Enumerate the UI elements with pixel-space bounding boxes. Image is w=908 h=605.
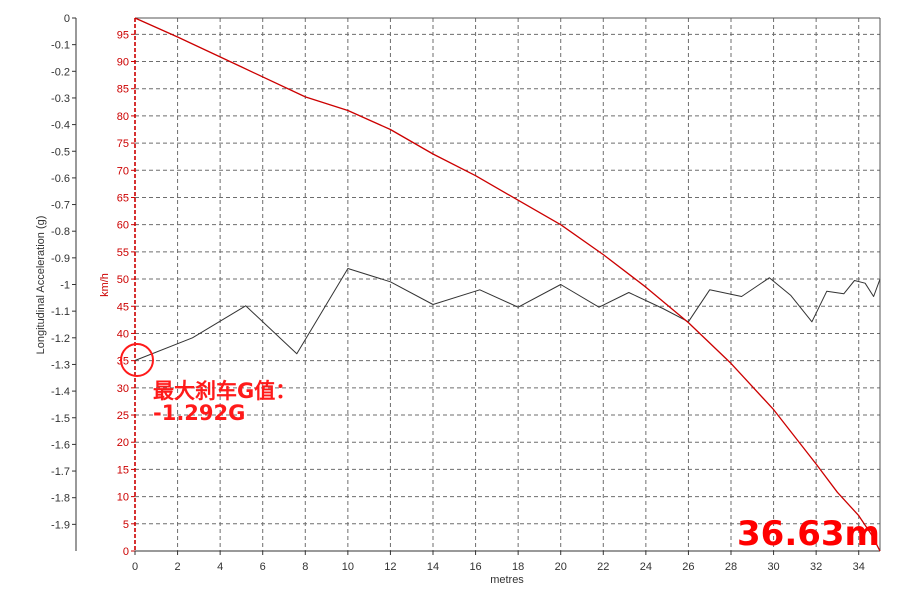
acceleration-tick-label: -0.7 bbox=[51, 200, 70, 212]
distance-axis: 0 2 4 6 8 10 12 14 16 18 20 22 24 26 28 30 32 34 bbox=[132, 551, 865, 573]
speed-tick-label: 10 bbox=[117, 492, 129, 504]
acceleration-tick-label: -0.1 bbox=[51, 40, 70, 52]
speed-tick-label: 35 bbox=[117, 356, 129, 368]
acceleration-tick-label: -1.8 bbox=[51, 493, 70, 505]
acceleration-axis: 0 -0.1 -0.2 -0.3 -0.4 -0.5 -0.6 -0.7 -0.8 -0.9 -1 -… bbox=[51, 13, 77, 551]
max-brake-label: 最大刹车G值： bbox=[153, 379, 296, 403]
distance-tick-label: 22 bbox=[597, 561, 609, 573]
speed-tick-label: 80 bbox=[117, 111, 129, 123]
acceleration-tick-label: -0.5 bbox=[51, 146, 70, 158]
acceleration-axis-label: Longitudinal Acceleration (g) bbox=[35, 216, 47, 355]
speed-tick-label: 45 bbox=[117, 301, 129, 313]
speed-tick-label: 30 bbox=[117, 383, 129, 395]
speed-tick-label: 85 bbox=[117, 84, 129, 96]
distance-axis-label: metres bbox=[490, 574, 524, 586]
distance-tick-label: 16 bbox=[469, 561, 481, 573]
speed-tick-label: 60 bbox=[117, 220, 129, 232]
distance-tick-label: 0 bbox=[132, 561, 138, 573]
acceleration-tick-label: 0 bbox=[64, 13, 70, 25]
speed-tick-label: 50 bbox=[117, 274, 129, 286]
speed-tick-label: 90 bbox=[117, 57, 129, 69]
acceleration-tick-label: -0.8 bbox=[51, 226, 70, 238]
distance-tick-label: 28 bbox=[725, 561, 737, 573]
speed-tick-label: 95 bbox=[117, 29, 129, 41]
speed-tick-label: 15 bbox=[117, 464, 129, 476]
speed-tick-label: 70 bbox=[117, 165, 129, 177]
speed-tick-label: 75 bbox=[117, 138, 129, 150]
plot-frame bbox=[134, 17, 881, 552]
acceleration-tick-label: -1.1 bbox=[51, 306, 70, 318]
distance-tick-label: 18 bbox=[512, 561, 524, 573]
acceleration-series-line bbox=[134, 268, 881, 361]
acceleration-tick-label: -1.2 bbox=[51, 333, 70, 345]
distance-tick-label: 20 bbox=[555, 561, 567, 573]
acceleration-tick-label: -1.7 bbox=[51, 466, 70, 478]
distance-tick-label: 26 bbox=[682, 561, 694, 573]
acceleration-tick-label: -1 bbox=[60, 280, 70, 292]
acceleration-tick-label: -0.2 bbox=[51, 66, 70, 78]
series-lines bbox=[134, 17, 881, 552]
acceleration-tick-label: -0.3 bbox=[51, 93, 70, 105]
speed-tick-label: 5 bbox=[123, 519, 129, 531]
distance-tick-label: 24 bbox=[640, 561, 652, 573]
max-brake-marker bbox=[120, 343, 154, 377]
speed-tick-label: 25 bbox=[117, 410, 129, 422]
max-brake-value: -1.292G bbox=[153, 401, 245, 425]
speed-tick-label: 55 bbox=[117, 247, 129, 259]
acceleration-tick-label: -1.4 bbox=[51, 386, 70, 398]
distance-tick-label: 30 bbox=[767, 561, 779, 573]
speed-tick-label: 0 bbox=[123, 546, 129, 558]
distance-tick-label: 14 bbox=[427, 561, 439, 573]
acceleration-tick-label: -0.9 bbox=[51, 253, 70, 265]
distance-tick-label: 4 bbox=[217, 561, 223, 573]
acceleration-tick-label: -1.5 bbox=[51, 413, 70, 425]
acceleration-tick-label: -1.9 bbox=[51, 519, 70, 531]
speed-tick-label: 40 bbox=[117, 328, 129, 340]
speed-axis-label: km/h bbox=[99, 273, 111, 297]
distance-tick-label: 6 bbox=[260, 561, 266, 573]
acceleration-tick-label: -0.6 bbox=[51, 173, 70, 185]
distance-tick-label: 8 bbox=[302, 561, 308, 573]
speed-series-line bbox=[134, 17, 881, 552]
acceleration-tick-label: -1.6 bbox=[51, 439, 70, 451]
acceleration-tick-label: -0.4 bbox=[51, 120, 70, 132]
speed-tick-label: 20 bbox=[117, 437, 129, 449]
speed-tick-label: 65 bbox=[117, 192, 129, 204]
distance-tick-label: 34 bbox=[853, 561, 865, 573]
acceleration-tick-label: -1.3 bbox=[51, 359, 70, 371]
distance-tick-label: 2 bbox=[175, 561, 181, 573]
distance-tick-label: 12 bbox=[384, 561, 396, 573]
grid bbox=[135, 18, 880, 551]
braking-distance: 36.63m bbox=[737, 514, 880, 554]
distance-tick-label: 32 bbox=[810, 561, 822, 573]
distance-tick-label: 10 bbox=[342, 561, 354, 573]
